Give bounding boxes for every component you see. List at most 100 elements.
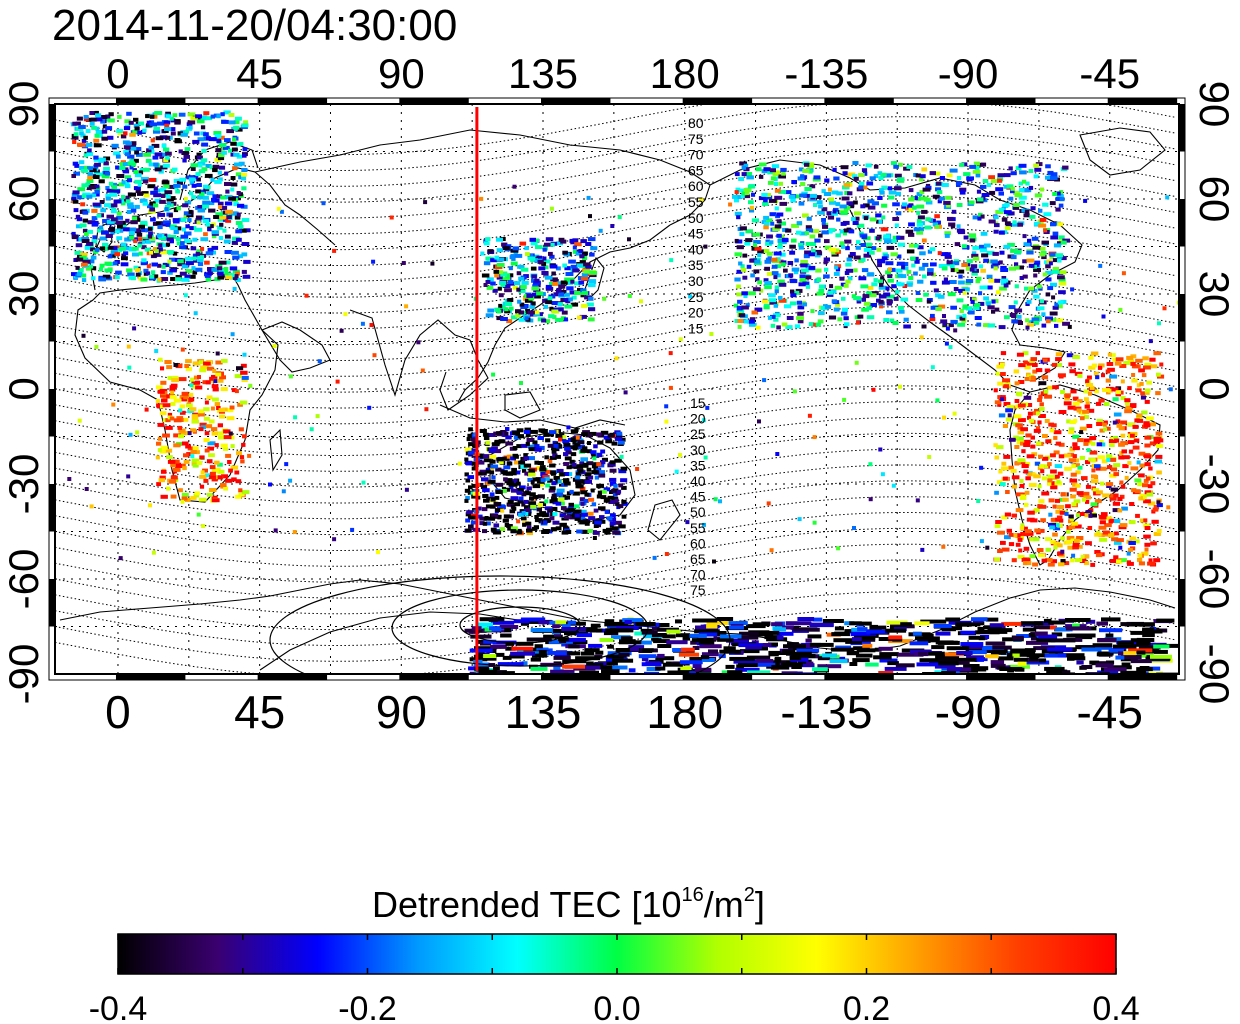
tec-point — [99, 200, 105, 204]
tec-point — [908, 197, 915, 202]
tec-point — [843, 228, 850, 233]
tec-point — [880, 276, 885, 281]
tec-point — [71, 196, 77, 201]
tec-point — [835, 302, 841, 307]
tec-point — [530, 480, 535, 485]
tec-point — [818, 288, 825, 293]
tec-point — [1013, 414, 1022, 419]
tec-point — [123, 181, 130, 186]
tec-point — [211, 230, 219, 235]
tec-point — [476, 460, 485, 465]
tec-point — [91, 239, 98, 244]
tec-point — [1096, 621, 1108, 626]
tec-point — [1138, 451, 1146, 456]
tec-point — [750, 273, 755, 278]
tec-point — [154, 167, 162, 172]
tec-point — [147, 234, 153, 239]
tec-point — [190, 495, 197, 500]
tec-point — [130, 146, 137, 151]
tec-point — [609, 477, 617, 482]
tec-point — [1052, 258, 1058, 263]
tec-point — [1057, 523, 1063, 528]
coastline-indonesia — [439, 404, 626, 429]
tec-point — [845, 279, 851, 284]
tec-point — [134, 173, 142, 178]
magnetic-latitude-line — [55, 385, 1176, 456]
magnetic-pole-ring-2 — [391, 589, 649, 667]
tec-point — [217, 225, 223, 230]
tec-point — [791, 223, 799, 228]
tec-point — [769, 300, 777, 305]
tec-point — [941, 266, 948, 271]
tec-point — [987, 285, 993, 290]
tec-point — [913, 271, 918, 276]
tec-point — [921, 238, 927, 243]
tec-point — [506, 454, 512, 459]
tec-point — [150, 190, 158, 195]
tec-point — [876, 247, 882, 252]
tec-point — [574, 516, 581, 521]
tec-point — [798, 282, 806, 287]
tec-point — [600, 665, 613, 670]
tec-point — [875, 213, 882, 218]
tec-point — [923, 197, 931, 202]
tec-point — [242, 352, 247, 357]
tec-point — [828, 197, 834, 202]
tec-point — [235, 479, 242, 484]
tec-point — [1061, 256, 1067, 261]
tec-point — [236, 451, 242, 456]
tec-point — [203, 361, 211, 366]
tec-point — [843, 205, 851, 210]
tec-point — [552, 520, 560, 525]
tec-point — [850, 632, 877, 637]
tec-point — [153, 162, 159, 167]
tec-point — [173, 398, 182, 403]
tec-point — [974, 621, 985, 626]
tec-point — [85, 129, 91, 133]
tec-point — [1013, 533, 1018, 538]
tec-point — [771, 660, 798, 665]
tec-point — [771, 164, 780, 169]
tec-point — [986, 250, 995, 255]
tec-point — [587, 529, 593, 533]
tec-point — [802, 281, 810, 286]
tec-point — [169, 257, 176, 262]
tec-point — [615, 520, 622, 525]
tec-point — [641, 630, 658, 635]
tec-point — [233, 162, 242, 167]
tec-point — [1118, 307, 1123, 312]
tec-point — [224, 182, 232, 186]
magnetic-latitude-line — [55, 527, 1176, 599]
tec-point — [117, 131, 123, 136]
tec-point — [540, 478, 546, 483]
tec-point — [584, 648, 600, 653]
tec-point — [569, 464, 574, 469]
tec-point — [181, 391, 189, 396]
tec-point — [564, 508, 572, 513]
tec-point — [90, 193, 97, 198]
tec-point — [152, 274, 159, 279]
tec-point — [1101, 314, 1106, 319]
tec-point — [585, 433, 593, 438]
tec-point — [1055, 357, 1062, 362]
tec-point — [227, 460, 232, 464]
tec-point — [1117, 508, 1123, 513]
tec-point — [1068, 427, 1075, 432]
tec-point — [780, 235, 785, 240]
tec-point — [1112, 357, 1119, 362]
tec-point — [718, 499, 722, 504]
tec-point — [576, 263, 584, 268]
tec-point — [100, 115, 108, 119]
tec-point — [1097, 638, 1117, 642]
tec-point — [1072, 482, 1078, 487]
tec-point — [1153, 351, 1161, 356]
tec-point — [968, 310, 975, 315]
tec-point — [998, 469, 1003, 474]
tec-point — [1116, 423, 1123, 428]
tec-point — [847, 172, 856, 177]
tec-point — [653, 639, 670, 644]
tec-point — [167, 376, 173, 381]
tec-point — [468, 666, 478, 671]
tec-point — [1140, 391, 1146, 396]
tec-point — [849, 621, 862, 626]
